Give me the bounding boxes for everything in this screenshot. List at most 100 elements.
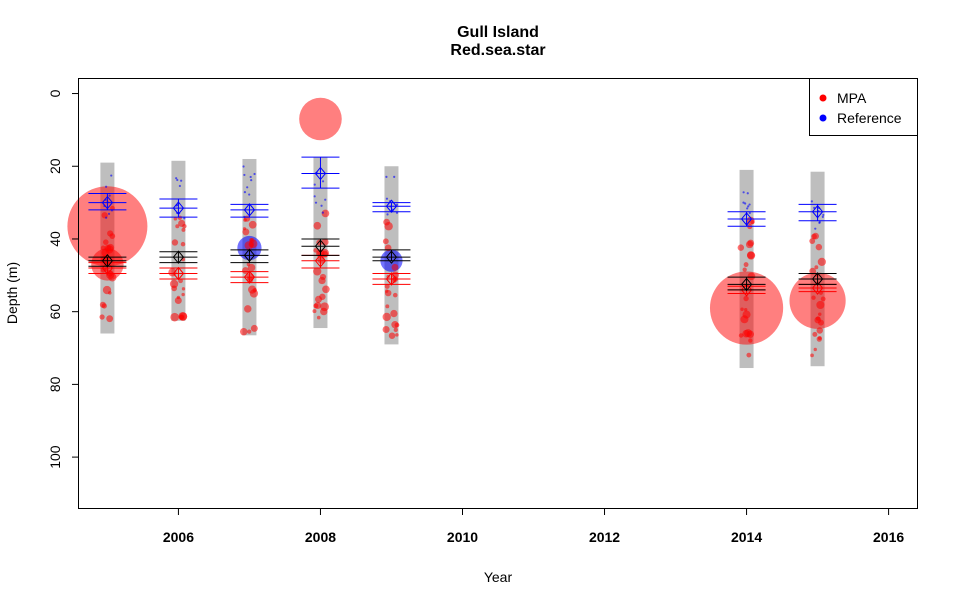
y-axis-label: Depth (m) bbox=[4, 262, 20, 324]
point-mpa bbox=[174, 296, 182, 305]
reference-mean-marker bbox=[314, 166, 327, 181]
point-reference bbox=[246, 186, 249, 189]
point-reference bbox=[395, 203, 399, 206]
point-reference bbox=[818, 221, 821, 224]
point-reference bbox=[746, 192, 749, 195]
point-mpa bbox=[742, 267, 747, 272]
point-mpa bbox=[812, 331, 818, 337]
point-mpa bbox=[818, 312, 822, 316]
point-mpa bbox=[743, 295, 749, 302]
point-mpa bbox=[247, 276, 254, 283]
point-mpa bbox=[747, 251, 756, 260]
mpa-mean-marker bbox=[385, 272, 398, 286]
x-tick-label: 2014 bbox=[731, 529, 762, 545]
point-reference bbox=[108, 194, 111, 197]
point-mpa bbox=[820, 296, 826, 302]
point-reference bbox=[386, 213, 389, 216]
mpa-mean-marker bbox=[740, 283, 753, 297]
point-mpa bbox=[175, 224, 180, 229]
x-tick-label: 2008 bbox=[305, 529, 336, 545]
point-mpa bbox=[385, 304, 390, 309]
y-tick-label: 20 bbox=[47, 158, 63, 174]
point-reference bbox=[320, 204, 323, 207]
mpa-mean-marker bbox=[314, 253, 327, 268]
legend-box bbox=[809, 78, 918, 136]
point-mpa bbox=[316, 315, 321, 320]
point-mpa bbox=[390, 309, 398, 318]
point-mpa bbox=[313, 221, 322, 230]
point-mpa bbox=[810, 353, 814, 358]
point-mpa bbox=[252, 287, 257, 293]
y-tick-label: 0 bbox=[47, 89, 63, 97]
density-circle-mpa-2008 bbox=[299, 97, 342, 141]
point-mpa bbox=[392, 292, 398, 298]
point-mpa bbox=[312, 309, 317, 314]
point-reference bbox=[385, 175, 388, 179]
plot-frame bbox=[78, 78, 918, 509]
point-mpa bbox=[246, 262, 251, 267]
point-reference bbox=[248, 193, 251, 196]
point-mpa bbox=[817, 336, 822, 340]
legend-mpa-marker bbox=[819, 94, 827, 102]
point-mpa bbox=[181, 287, 186, 291]
point-mpa bbox=[248, 220, 257, 229]
point-mpa bbox=[382, 325, 390, 334]
point-mpa bbox=[321, 250, 329, 258]
point-mpa bbox=[809, 238, 816, 244]
point-mpa bbox=[313, 303, 319, 309]
point-mpa bbox=[816, 327, 824, 334]
overall-mean-marker bbox=[314, 239, 327, 254]
x-tick-label: 2006 bbox=[163, 529, 194, 545]
point-reference bbox=[183, 217, 186, 220]
point-reference bbox=[105, 185, 108, 188]
mean-ci-markers bbox=[88, 156, 837, 297]
point-mpa bbox=[814, 316, 822, 324]
point-mpa bbox=[393, 327, 398, 332]
point-mpa bbox=[383, 218, 390, 226]
point-mpa bbox=[241, 267, 249, 275]
reference-mean-marker bbox=[172, 201, 185, 215]
x-axis: 2006 2008 2010 2012 2014 2016 bbox=[163, 508, 904, 545]
point-mpa bbox=[811, 233, 817, 240]
point-reference bbox=[747, 205, 750, 208]
point-mpa bbox=[391, 263, 399, 271]
point-mpa bbox=[737, 244, 745, 251]
point-reference bbox=[742, 201, 745, 204]
y-tick-label: 40 bbox=[47, 231, 63, 247]
legend: MPA Reference bbox=[809, 78, 918, 136]
point-reference bbox=[242, 165, 245, 168]
legend-reference-marker bbox=[819, 114, 827, 122]
point-mpa bbox=[815, 243, 823, 251]
point-mpa bbox=[738, 333, 744, 338]
point-mpa bbox=[313, 267, 322, 276]
reference-mean-marker bbox=[740, 212, 753, 226]
point-mpa bbox=[740, 315, 749, 324]
point-mpa bbox=[180, 241, 186, 247]
point-mpa bbox=[394, 322, 400, 328]
point-reference bbox=[742, 191, 745, 194]
point-mpa bbox=[747, 272, 756, 281]
point-mpa bbox=[743, 262, 749, 268]
overall-mean-marker bbox=[385, 250, 398, 264]
point-mpa bbox=[817, 257, 826, 266]
point-mpa bbox=[395, 333, 399, 337]
x-tick-label: 2016 bbox=[873, 529, 904, 545]
point-reference bbox=[178, 184, 181, 188]
point-reference bbox=[821, 215, 824, 218]
point-mpa bbox=[319, 273, 327, 281]
mpa-mean-marker bbox=[172, 266, 185, 281]
x-axis-label: Year bbox=[484, 569, 513, 585]
point-reference bbox=[746, 207, 749, 210]
point-mpa bbox=[178, 278, 183, 284]
overall-mean-marker bbox=[740, 277, 753, 292]
mpa-mean-marker bbox=[811, 281, 824, 295]
point-mpa bbox=[181, 227, 186, 232]
point-reference bbox=[243, 173, 246, 177]
point-mpa bbox=[169, 279, 179, 289]
point-mpa bbox=[102, 239, 109, 245]
depth-range-bars bbox=[100, 157, 825, 369]
reference-mean-marker bbox=[101, 195, 114, 210]
point-mpa bbox=[384, 283, 390, 289]
point-mpa bbox=[104, 244, 112, 252]
